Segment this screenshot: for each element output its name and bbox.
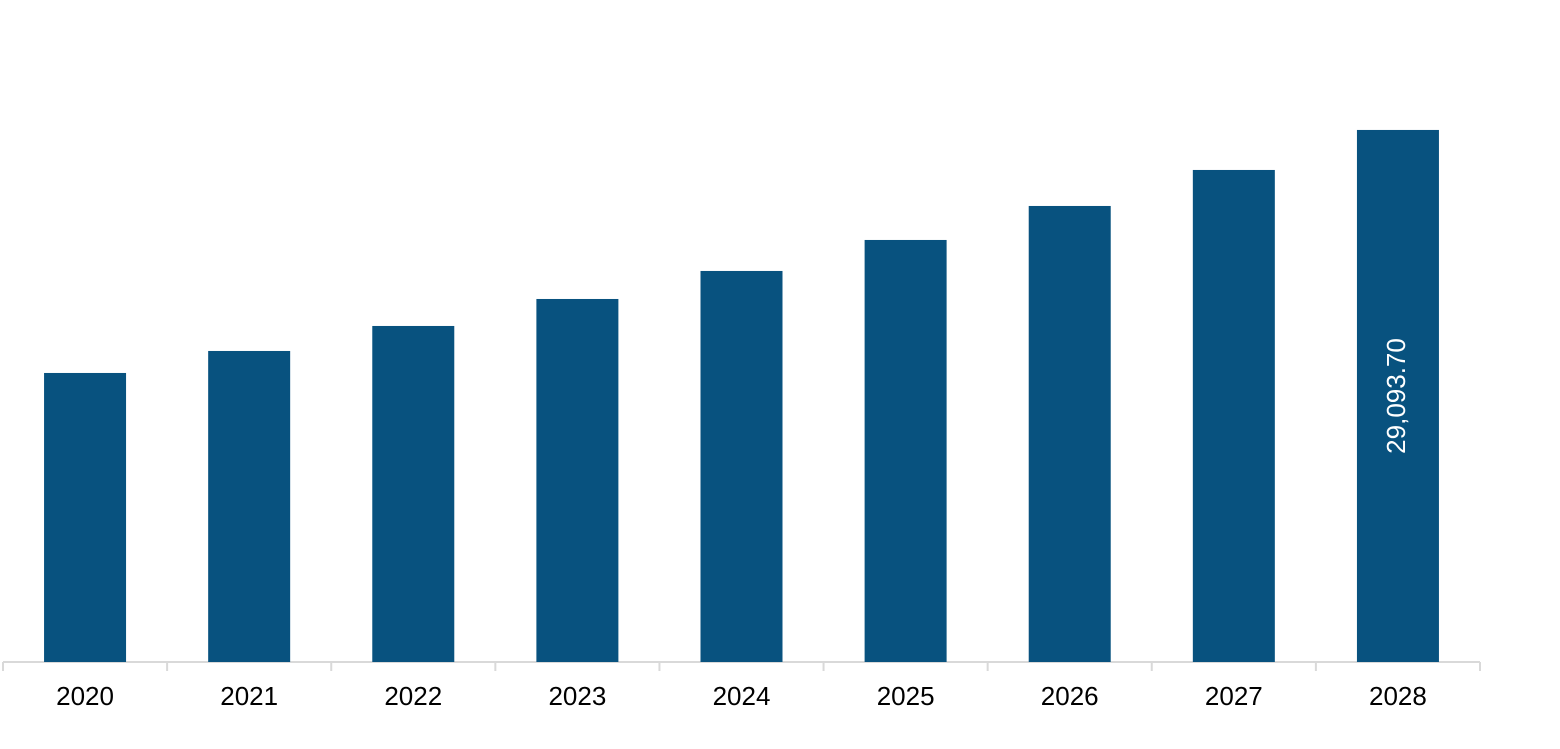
bar (1356, 129, 1439, 663)
bar (700, 270, 783, 662)
x-tick-label: 2024 (713, 681, 771, 711)
x-tick-label: 2027 (1205, 681, 1263, 711)
x-tick-label: 2025 (877, 681, 935, 711)
x-tick-label: 2020 (56, 681, 114, 711)
x-tick-label: 2028 (1369, 681, 1427, 711)
bar (44, 372, 127, 662)
bar (536, 298, 619, 662)
x-tick-label: 2021 (220, 681, 278, 711)
x-tick-label: 2023 (548, 681, 606, 711)
bar (1028, 205, 1111, 662)
x-tick-label: 2022 (384, 681, 442, 711)
x-tick-label: 2026 (1041, 681, 1099, 711)
value-label: 29,093.70 (1381, 338, 1411, 454)
bar (864, 239, 947, 662)
bar (372, 325, 455, 662)
bar (208, 350, 291, 662)
bar (1192, 169, 1275, 662)
